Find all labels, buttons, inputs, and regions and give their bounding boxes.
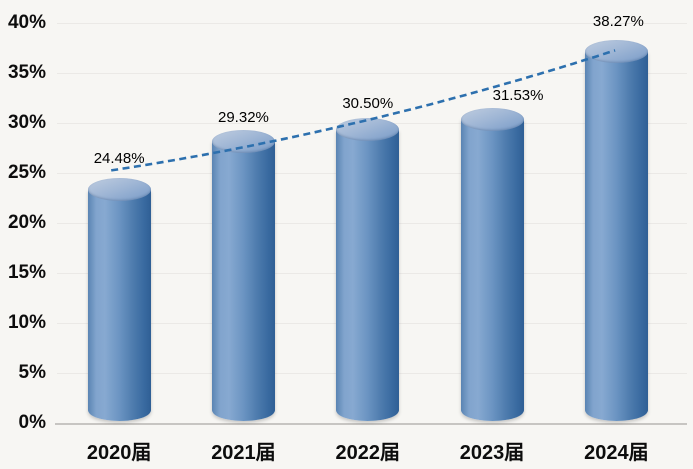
bar-2021-cylinder-body <box>211 141 275 421</box>
bar-2021-cylinder-top <box>211 129 275 153</box>
y-axis-tick-label-20: 20% <box>7 212 46 233</box>
bar-2020-value-label: 24.48% <box>93 150 145 168</box>
x-axis-label-2021: 2021届 <box>211 442 276 464</box>
bar-2023-cylinder-body <box>460 119 524 421</box>
bar-2024-cylinder-top <box>584 40 648 64</box>
gridline-25 <box>57 173 687 174</box>
bar-2024-cylinder-body <box>584 51 648 421</box>
bar-2023-value-label: 31.53% <box>492 86 544 104</box>
y-axis-tick-label-15: 15% <box>7 262 46 283</box>
x-axis-label-2020: 2020届 <box>86 442 152 464</box>
trendline-path <box>111 49 616 172</box>
y-axis-tick-label-35: 35% <box>7 62 46 83</box>
y-axis-tick-label-5: 5% <box>18 362 46 383</box>
bar-2023-cylinder-top <box>460 107 524 131</box>
x-axis-line <box>55 423 687 425</box>
gridline-5 <box>57 373 687 374</box>
bar-2020-cylinder-body <box>87 189 151 421</box>
gridline-40 <box>57 23 687 24</box>
gridline-15 <box>57 273 687 274</box>
bar-2022-cylinder-top <box>336 118 400 141</box>
y-axis-tick-label-25: 25% <box>7 162 46 183</box>
x-axis-label-2022: 2022届 <box>335 442 401 464</box>
x-axis-label-2023: 2023届 <box>459 442 525 464</box>
bar-2020-cylinder-top <box>87 178 151 202</box>
y-axis-tick-label-40: 40% <box>7 12 46 33</box>
y-axis-tick-label-0: 0% <box>18 412 46 433</box>
gridline-20 <box>57 223 687 224</box>
y-axis-tick-label-30: 30% <box>7 112 46 133</box>
y-axis-tick-label-10: 10% <box>7 312 46 333</box>
bar-2022-value-label: 30.50% <box>342 95 394 112</box>
gridline-10 <box>57 323 687 324</box>
bar-2024-value-label: 38.27% <box>592 13 644 31</box>
gridline-35 <box>57 73 687 74</box>
gridline-30 <box>57 123 687 124</box>
x-axis-label-2024: 2024届 <box>584 442 649 464</box>
